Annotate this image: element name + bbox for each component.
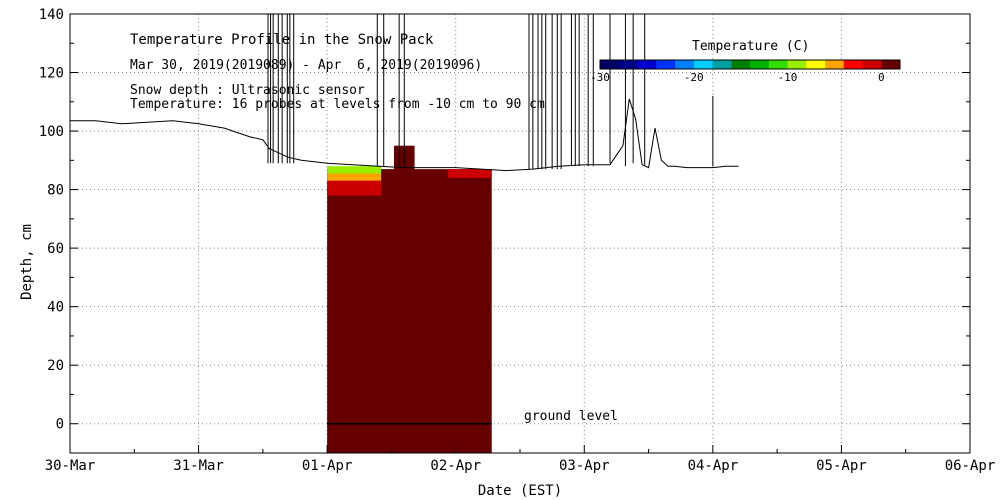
colorbar-segment	[675, 60, 695, 69]
temperature-layer-cell	[327, 180, 382, 187]
y-axis-title: Depth, cm	[19, 224, 35, 300]
colorbar-label: Temperature (C)	[692, 39, 809, 54]
chart-subtitle: Mar 30, 2019(2019089) - Apr 6, 2019(2019…	[130, 58, 482, 73]
y-tick-label: 140	[39, 7, 64, 23]
temperature-layer-cell	[327, 173, 382, 181]
colorbar-frame	[599, 59, 901, 70]
colorbar: -30 -20 -10 0	[590, 59, 901, 84]
y-tick-label: 40	[47, 300, 64, 316]
colorbar-segment	[693, 60, 713, 69]
snow-depth-line	[70, 98, 739, 172]
y-tick-label: 120	[39, 66, 64, 82]
colorbar-segment	[637, 60, 657, 69]
plot-frame	[69, 13, 971, 454]
ground-level-label: ground level	[524, 409, 618, 424]
x-tick-label: 31-Mar	[173, 458, 224, 474]
y-tick-label: 80	[47, 183, 64, 199]
colorbar-segment	[862, 60, 882, 69]
colorbar-segment	[787, 60, 807, 69]
temperature-layer-cell	[448, 169, 492, 178]
x-tick-label: 04-Apr	[688, 458, 739, 474]
colorbar-segment	[881, 60, 901, 69]
colorbar-segment	[750, 60, 770, 69]
axes-layer: 30-Mar 31-Mar 01-Apr 02-Apr 03-Apr 04-Apr 05-A…	[39, 7, 996, 474]
colorbar-segment	[768, 60, 788, 69]
y-tick-label: 100	[39, 124, 64, 140]
colorbar-segment	[731, 60, 751, 69]
temperature-warm-cell	[394, 397, 415, 424]
colorbar-tick-label: -20	[684, 71, 704, 84]
x-tick-label: 06-Apr	[945, 458, 996, 474]
x-tick-label: 03-Apr	[559, 458, 610, 474]
y-tick-label: 20	[47, 358, 64, 374]
grid-layer	[69, 13, 971, 453]
colorbar-tick-label: -30	[590, 71, 610, 84]
colorbar-segment	[712, 60, 732, 69]
y-tick-label: 0	[56, 417, 64, 433]
colorbar-tick-label: -10	[778, 71, 798, 84]
x-tick-label: 01-Apr	[302, 458, 353, 474]
temperature-layer-cell	[327, 166, 382, 174]
x-tick-label: 02-Apr	[430, 458, 481, 474]
colorbar-segment	[843, 60, 863, 69]
colorbar-tick-label: 0	[878, 71, 885, 84]
chart-note-snow-depth: Snow depth : Ultrasonic sensor	[130, 83, 365, 98]
colorbar-segment	[825, 60, 845, 69]
temperature-field	[327, 145, 492, 453]
x-tick-label: 05-Apr	[816, 458, 867, 474]
y-tick-label: 60	[47, 241, 64, 257]
colorbar-segment	[656, 60, 676, 69]
chart-note-temperature: Temperature: 16 probes at levels from -1…	[130, 97, 545, 112]
colorbar-segment	[806, 60, 826, 69]
colorbar-segment	[600, 60, 620, 69]
series-layer	[70, 14, 739, 172]
temperature-layer-cell	[327, 186, 382, 196]
x-axis-title: Date (EST)	[478, 483, 562, 499]
colorbar-segment	[618, 60, 638, 69]
x-tick-label: 30-Mar	[45, 458, 96, 474]
chart-title: Temperature Profile in the Snow Pack	[130, 32, 434, 48]
